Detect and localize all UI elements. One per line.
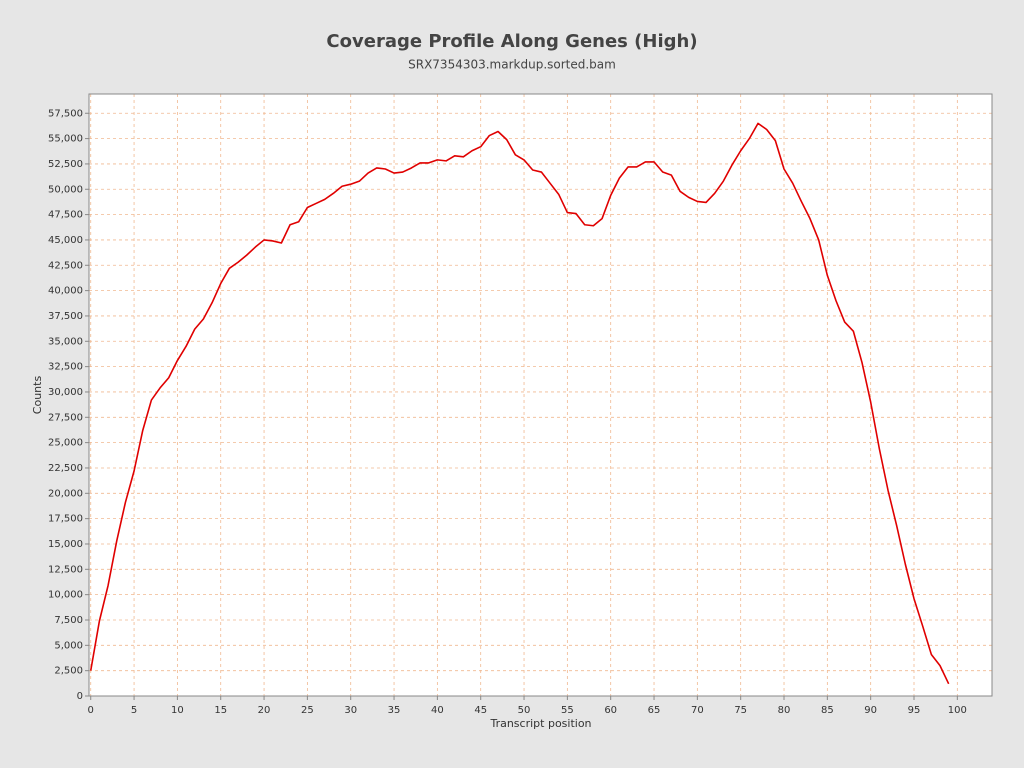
y-tick-label: 40,000 — [48, 286, 83, 297]
x-tick-label: 65 — [648, 705, 661, 716]
x-tick-label: 85 — [821, 705, 834, 716]
x-tick-label: 55 — [561, 705, 574, 716]
y-tick-label: 52,500 — [48, 159, 83, 170]
x-tick-label: 75 — [734, 705, 747, 716]
x-tick-label: 0 — [88, 705, 94, 716]
y-tick-label: 45,000 — [48, 235, 83, 246]
y-tick-label: 32,500 — [48, 362, 83, 373]
y-tick-label: 35,000 — [48, 336, 83, 347]
y-tick-label: 2,500 — [54, 666, 83, 677]
y-tick-label: 17,500 — [48, 514, 83, 525]
x-tick-label: 30 — [344, 705, 357, 716]
y-tick-label: 12,500 — [48, 564, 83, 575]
y-tick-label: 55,000 — [48, 134, 83, 145]
x-tick-label: 35 — [388, 705, 401, 716]
plot-border — [88, 93, 993, 697]
y-tick-label: 30,000 — [48, 387, 83, 398]
y-tick-label: 25,000 — [48, 438, 83, 449]
x-axis-label: Transcript position — [489, 717, 591, 730]
y-tick-label: 22,500 — [48, 463, 83, 474]
y-tick-label: 27,500 — [48, 412, 83, 423]
x-tick-label: 45 — [474, 705, 487, 716]
x-tick-label: 90 — [864, 705, 877, 716]
plot-area — [89, 94, 992, 696]
x-tick-label: 80 — [778, 705, 791, 716]
y-tick-label: 57,500 — [48, 108, 83, 119]
marks — [89, 122, 950, 685]
x-tick-label: 50 — [518, 705, 531, 716]
y-tick-label: 50,000 — [48, 184, 83, 195]
x-tick-label: 100 — [948, 705, 967, 716]
y-tick-label: 15,000 — [48, 539, 83, 550]
y-tick-label: 37,500 — [48, 311, 83, 322]
x-tick-label: 95 — [908, 705, 921, 716]
chart-title: Coverage Profile Along Genes (High) — [326, 31, 697, 52]
y-tick-label: 0 — [77, 691, 83, 702]
x-tick-label: 60 — [604, 705, 617, 716]
y-tick-label: 10,000 — [48, 590, 83, 601]
y-tick-label: 5,000 — [54, 640, 83, 651]
x-tick-label: 5 — [131, 705, 137, 716]
chart-subtitle: SRX7354303.markdup.sorted.bam — [408, 58, 616, 72]
y-tick-label: 20,000 — [48, 488, 83, 499]
x-tick-label: 20 — [258, 705, 271, 716]
x-tick-label: 70 — [691, 705, 704, 716]
x-tick-label: 25 — [301, 705, 314, 716]
y-tick-label: 7,500 — [54, 615, 83, 626]
grid — [89, 94, 992, 697]
y-tick-label: 47,500 — [48, 210, 83, 221]
x-tick-label: 10 — [171, 705, 184, 716]
y-axis-label: Counts — [31, 376, 44, 415]
x-tick-label: 40 — [431, 705, 444, 716]
x-tick-label: 15 — [214, 705, 227, 716]
data-line — [89, 122, 950, 685]
y-tick-label: 42,500 — [48, 260, 83, 271]
